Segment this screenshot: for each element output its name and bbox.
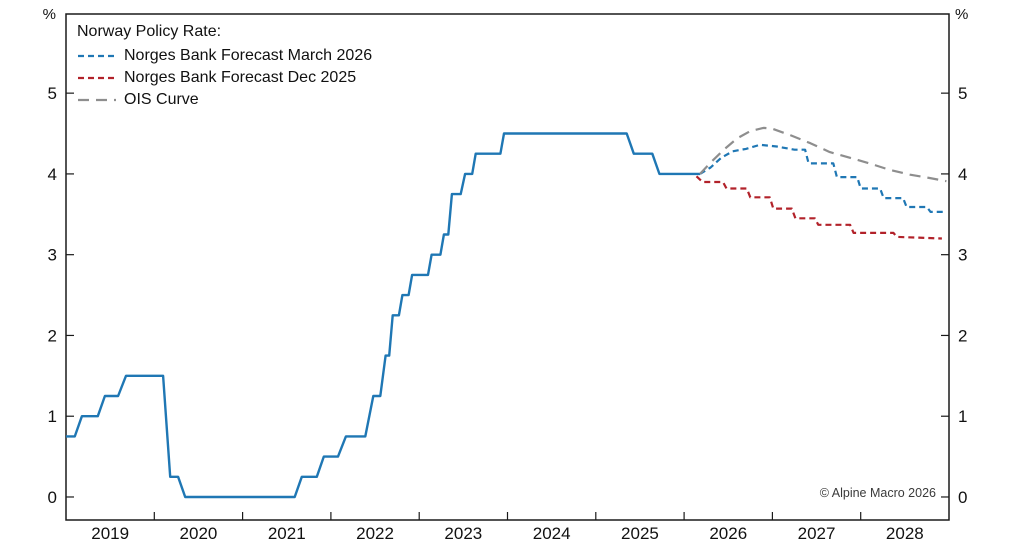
y-tick-label-left: 2 [48, 326, 57, 345]
legend-item-ois-curve: OIS Curve [77, 89, 372, 111]
legend-label: OIS Curve [124, 91, 199, 108]
y-tick-label-right: 1 [958, 407, 967, 426]
x-tick-label: 2028 [886, 524, 924, 543]
x-tick-label: 2019 [91, 524, 129, 543]
series-policy-rate-historical [66, 132, 700, 499]
y-tick-label-left: 0 [48, 488, 57, 507]
x-tick-label: 2020 [180, 524, 218, 543]
y-tick-label-left: 5 [48, 84, 57, 103]
y-tick-label-right: 0 [958, 488, 967, 507]
x-tick-label: 2022 [356, 524, 394, 543]
series-norges-bank-forecast-march-2026 [699, 143, 945, 213]
legend-item-norges-bank-forecast-march-2026: Norges Bank Forecast March 2026 [77, 45, 372, 67]
x-tick-label: 2025 [621, 524, 659, 543]
y-tick-label-right: 4 [958, 165, 967, 184]
y-tick-label-right: 5 [958, 84, 967, 103]
legend-line-sample-icon [78, 54, 116, 58]
x-tick-label: 2026 [709, 524, 747, 543]
series-ois-curve [699, 126, 947, 183]
chart-legend: Norway Policy Rate: Norges Bank Forecast… [77, 22, 372, 111]
legend-title: Norway Policy Rate: [77, 23, 222, 40]
y-tick-label-right: 2 [958, 326, 967, 345]
y-tick-label-right: 3 [958, 246, 967, 265]
legend-line-sample-icon [78, 76, 116, 80]
y-tick-label-left: 3 [48, 246, 57, 265]
legend-line-sample-icon [78, 98, 116, 102]
y-axis-unit-right: % [955, 6, 969, 23]
copyright-note: © Alpine Macro 2026 [819, 486, 936, 500]
y-tick-label-left: 4 [48, 165, 57, 184]
legend-label: Norges Bank Forecast Dec 2025 [124, 69, 357, 86]
x-tick-label: 2021 [268, 524, 306, 543]
legend-label: Norges Bank Forecast March 2026 [124, 47, 373, 64]
series-norges-bank-forecast-dec-2025 [695, 175, 942, 240]
x-tick-label: 2023 [444, 524, 482, 543]
y-tick-label-left: 1 [48, 407, 57, 426]
x-tick-label: 2024 [533, 524, 571, 543]
legend-item-norges-bank-forecast-dec-2025: Norges Bank Forecast Dec 2025 [77, 67, 372, 89]
x-tick-label: 2027 [798, 524, 836, 543]
legend-items: Norges Bank Forecast March 2026 Norges Ba… [77, 45, 372, 111]
y-axis-unit-left: % [42, 6, 56, 23]
